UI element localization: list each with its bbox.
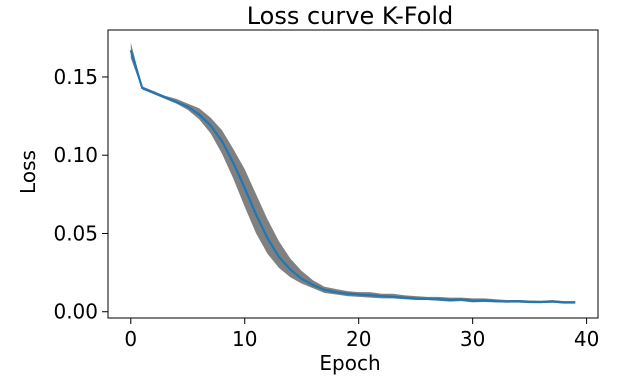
x-tick-label: 0	[124, 327, 137, 351]
x-axis-label: Epoch	[319, 351, 380, 375]
mean-loss-line	[129, 50, 576, 304]
y-tick-label: 0.05	[53, 221, 98, 245]
axis-ticks: 0 10 20 30 40 0.00 0.05 0.10 0.15	[53, 65, 599, 351]
y-tick-label: 0.15	[53, 65, 98, 89]
x-tick-label: 10	[232, 327, 257, 351]
y-tick-label: 0.00	[53, 300, 98, 324]
axes-frame	[107, 29, 599, 319]
plot-area	[129, 42, 576, 304]
y-tick-label: 0.10	[53, 143, 98, 167]
y-axis-label: Loss	[16, 150, 40, 194]
x-tick-label: 30	[460, 327, 485, 351]
x-tick-label: 20	[346, 327, 371, 351]
chart-title: Loss curve K-Fold	[247, 2, 454, 30]
x-tick-label: 40	[574, 327, 599, 351]
